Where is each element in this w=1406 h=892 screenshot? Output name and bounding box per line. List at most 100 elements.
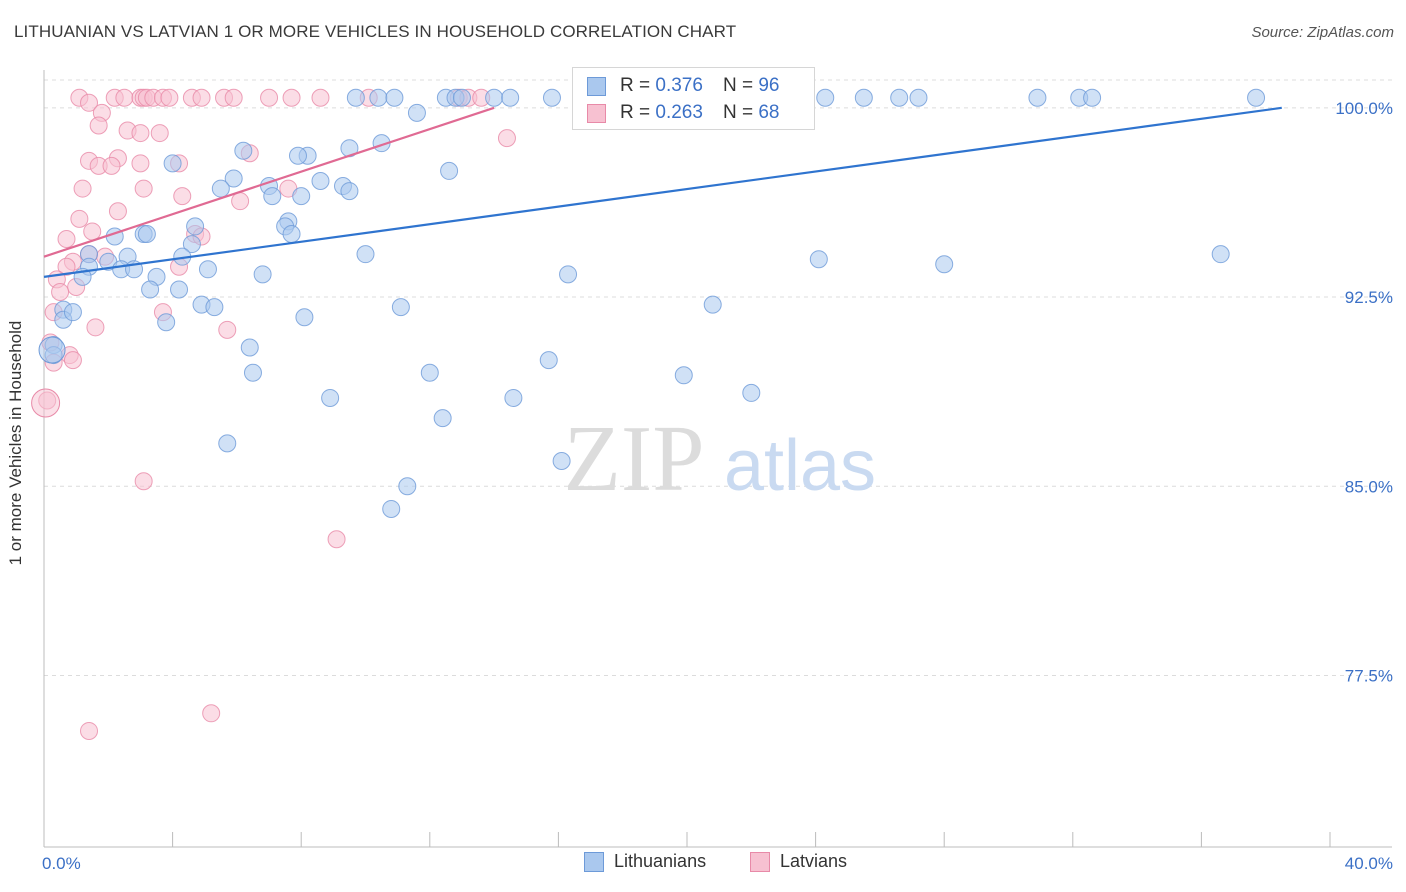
lithuanian-point — [935, 255, 954, 274]
y-tick-label: 77.5% — [1345, 666, 1393, 685]
latvian-point — [86, 318, 105, 337]
lithuanian-point — [854, 88, 873, 107]
latvian-point — [260, 88, 279, 107]
chart-source: Source: ZipAtlas.com — [1251, 24, 1394, 41]
lithuanian-point — [391, 298, 410, 317]
latvian-point — [80, 721, 99, 740]
lithuanian-point — [485, 88, 504, 107]
lithuanian-point — [186, 217, 205, 236]
lithuanian-point — [552, 452, 571, 471]
lithuanian-point — [398, 477, 417, 496]
x-tick-label: 0.0% — [42, 854, 81, 873]
latvian-point — [150, 124, 169, 143]
lithuanian-point — [407, 103, 426, 122]
latvian-point — [51, 283, 70, 301]
latvian-point-large — [31, 388, 61, 418]
latvian-point — [224, 88, 243, 107]
lithuanian-point — [346, 88, 365, 107]
legend-label-lithuanians: Lithuanians — [614, 851, 707, 871]
legend-n-label: N = — [722, 75, 754, 96]
latvian-point — [89, 116, 108, 135]
y-axis-label: 1 or more Vehicles in Household — [6, 320, 25, 566]
latvian-point — [63, 351, 82, 370]
lithuanian-point — [170, 280, 189, 299]
watermark: ZIP atlas — [564, 407, 877, 511]
lithuanian-point — [356, 245, 375, 264]
lithuanian-point — [282, 224, 301, 243]
lithuanian-point — [1028, 88, 1047, 107]
latvian-point — [108, 202, 127, 221]
lithuanian-point — [559, 265, 578, 284]
latvian-point — [131, 124, 150, 143]
lithuanian-point — [205, 298, 224, 317]
lithuanian-point — [504, 388, 523, 407]
legend-row-lithuanians: R = 0.376 N = 96 — [587, 74, 779, 98]
latvian-point — [282, 88, 301, 107]
latvian-point — [57, 257, 76, 276]
latvian-point — [102, 156, 121, 175]
legend-n-value: 68 — [758, 102, 780, 123]
latvian-point — [57, 230, 76, 249]
lithuanian-point — [1211, 245, 1230, 264]
lithuanian-trend-line — [43, 106, 1282, 278]
latvian-point — [497, 129, 516, 148]
lithuanian-point — [182, 235, 201, 254]
lithuanian-point — [703, 295, 722, 314]
latvian-point — [80, 93, 99, 112]
lithuanian-point — [253, 265, 272, 284]
chart-title: LITHUANIAN VS LATVIAN 1 OR MORE VEHICLES… — [14, 22, 737, 41]
lithuanian-point — [157, 313, 176, 332]
lithuanian-point — [340, 182, 359, 201]
y-tick-label: 85.0% — [1345, 477, 1393, 496]
latvian-trend-line — [43, 106, 495, 258]
latvian-point — [311, 88, 330, 107]
lithuanian-point — [890, 88, 909, 107]
latvian-point — [218, 320, 237, 339]
lithuanian-point — [211, 179, 230, 198]
axis-layer — [43, 70, 1392, 848]
watermark-atlas: atlas — [724, 426, 876, 506]
tick-label-layer: 77.5% 85.0% 92.5% 100.0% 0.0% 40.0% — [42, 99, 1393, 873]
latvian-point — [134, 472, 153, 491]
lithuanian-point — [382, 499, 401, 518]
latvian-point — [115, 88, 134, 107]
lithuanian-point — [539, 351, 558, 370]
lithuanian-point — [909, 88, 928, 107]
lithuanian-point — [420, 363, 439, 382]
latvian-point — [73, 179, 92, 198]
legend-label-latvians: Latvians — [780, 851, 848, 871]
legend-item-lithuanians[interactable]: Lithuanians — [584, 851, 706, 872]
legend-swatch-blue — [584, 851, 604, 872]
lithuanian-point — [809, 250, 828, 269]
lithuanian-point — [218, 434, 237, 453]
lithuanian-point — [163, 154, 182, 173]
latvian-point — [131, 154, 150, 173]
lithuanian-point — [501, 88, 520, 107]
latvian-point — [173, 187, 192, 206]
lithuanian-point — [674, 366, 693, 385]
lithuanian-point — [198, 260, 217, 279]
lithuanian-point — [433, 409, 452, 428]
lithuanian-point — [816, 88, 835, 107]
latvian-point — [134, 179, 153, 198]
legend-item-latvians[interactable]: Latvians — [750, 851, 847, 872]
legend-swatch-pink — [750, 851, 770, 872]
lithuanian-point — [1247, 88, 1266, 107]
x-tick-label: 40.0% — [1345, 854, 1393, 873]
legend-n-label: N = — [722, 102, 754, 123]
legend-n-value: 96 — [758, 75, 780, 96]
lithuanian-point — [263, 187, 282, 206]
lithuanian-point — [542, 88, 561, 107]
lithuanian-point — [240, 338, 259, 357]
latvian-point — [202, 704, 221, 723]
lithuanian-point — [137, 224, 156, 243]
latvian-point — [327, 530, 346, 549]
lithuanian-point — [311, 172, 330, 190]
watermark-zip: ZIP — [564, 407, 705, 511]
legend-r-label: R = — [620, 75, 651, 96]
lithuanian-point — [63, 303, 82, 322]
legend-swatch-pink — [587, 103, 606, 123]
lithuanian-point — [369, 88, 388, 107]
y-axis-label-wrap: 1 or more Vehicles in Household — [6, 321, 26, 578]
